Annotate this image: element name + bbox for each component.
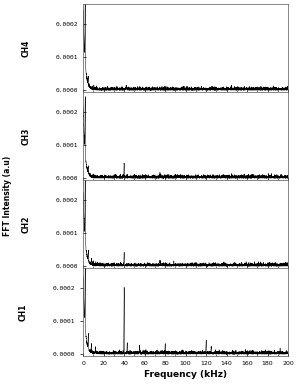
Y-axis label: CH2: CH2 bbox=[22, 215, 31, 233]
Y-axis label: CH1: CH1 bbox=[18, 303, 27, 321]
Y-axis label: CH3: CH3 bbox=[22, 127, 31, 145]
X-axis label: Frequency (kHz): Frequency (kHz) bbox=[144, 370, 227, 379]
Text: FFT Intensity (a.u): FFT Intensity (a.u) bbox=[3, 155, 12, 236]
Y-axis label: CH4: CH4 bbox=[22, 39, 31, 57]
